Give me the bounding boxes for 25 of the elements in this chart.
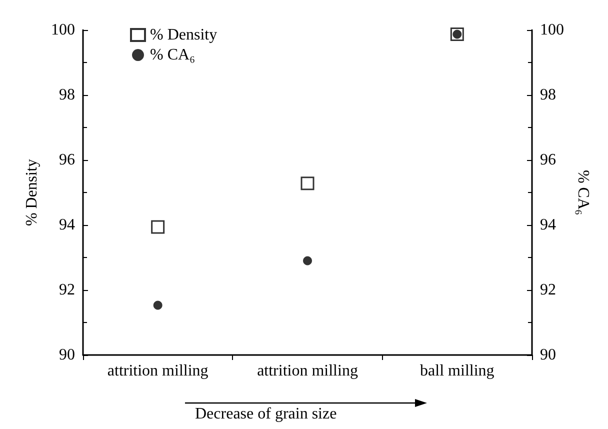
point bbox=[153, 300, 162, 310]
y-tick-label: 100 bbox=[51, 22, 75, 38]
y2-tick-label: 96 bbox=[540, 152, 556, 168]
y-tick-label: 96 bbox=[59, 152, 75, 168]
text: Decrease of grain size bbox=[195, 406, 337, 422]
point bbox=[303, 256, 312, 266]
y-tick-label: 90 bbox=[59, 346, 75, 364]
y2-tick-label: 98 bbox=[540, 86, 556, 104]
y-tick-label: 92 bbox=[59, 282, 75, 298]
y2-tick-label: 94 bbox=[540, 216, 556, 234]
y2-tick-label: 100 bbox=[540, 22, 564, 38]
point bbox=[300, 176, 314, 190]
point bbox=[450, 27, 464, 41]
point bbox=[151, 220, 165, 234]
y2-axis-title: % CA₆ bbox=[574, 170, 592, 216]
y2-tick-label: 90 bbox=[540, 346, 556, 364]
y-tick-label: 98 bbox=[59, 86, 75, 104]
y2-tick-label: 92 bbox=[540, 282, 556, 298]
x-tick-label: ball milling bbox=[420, 362, 494, 380]
x-tick-label: attrition milling bbox=[107, 362, 208, 380]
legend-label: % CA₆ bbox=[150, 46, 196, 64]
legend-label: % Density bbox=[150, 26, 218, 44]
y-tick-label: 94 bbox=[59, 216, 75, 234]
y-axis-title: % Density bbox=[24, 158, 41, 226]
x-tick-label: attrition milling bbox=[257, 362, 358, 380]
